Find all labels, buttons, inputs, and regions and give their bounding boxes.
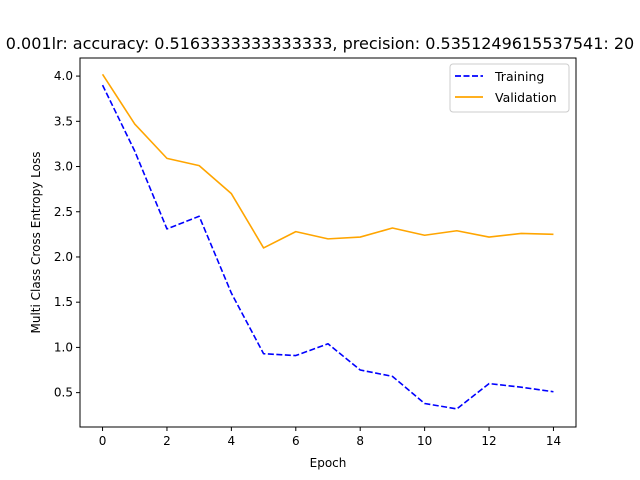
y-tick-label: 1.5	[54, 295, 73, 309]
x-tick-label: 2	[163, 434, 171, 448]
x-tick-label: 0	[99, 434, 107, 448]
y-tick-label: 2.5	[54, 205, 73, 219]
y-tick-label: 3.0	[54, 160, 73, 174]
x-tick-label: 10	[417, 434, 432, 448]
axes-frame	[79, 57, 577, 428]
y-tick-label: 3.5	[54, 114, 73, 128]
x-axis-label: Epoch	[310, 456, 347, 470]
y-tick-label: 0.5	[54, 386, 73, 400]
x-tick-label: 6	[292, 434, 300, 448]
legend-label-validation: Validation	[495, 90, 557, 105]
legend-label-training: Training	[494, 69, 544, 84]
series-group	[101, 73, 554, 410]
y-tick-label: 2.0	[54, 250, 73, 264]
legend: Training Validation	[449, 63, 570, 113]
y-axis-label: Multi Class Cross Entropy Loss	[29, 152, 43, 334]
chart-title: 0.001lr: accuracy: 0.5163333333333333, p…	[6, 34, 634, 53]
y-axis: 0.5 1.0 1.5 2.0 2.5 3.0 3.5 4.0	[54, 69, 80, 400]
y-tick-label: 4.0	[54, 69, 73, 83]
y-tick-label: 1.0	[54, 340, 73, 354]
x-tick-label: 4	[228, 434, 236, 448]
x-tick-label: 14	[546, 434, 561, 448]
x-tick-label: 8	[356, 434, 364, 448]
x-tick-label: 12	[481, 434, 496, 448]
x-axis: 0 2 4 6 8 10 12 14	[99, 427, 561, 448]
legend-box	[449, 63, 570, 113]
